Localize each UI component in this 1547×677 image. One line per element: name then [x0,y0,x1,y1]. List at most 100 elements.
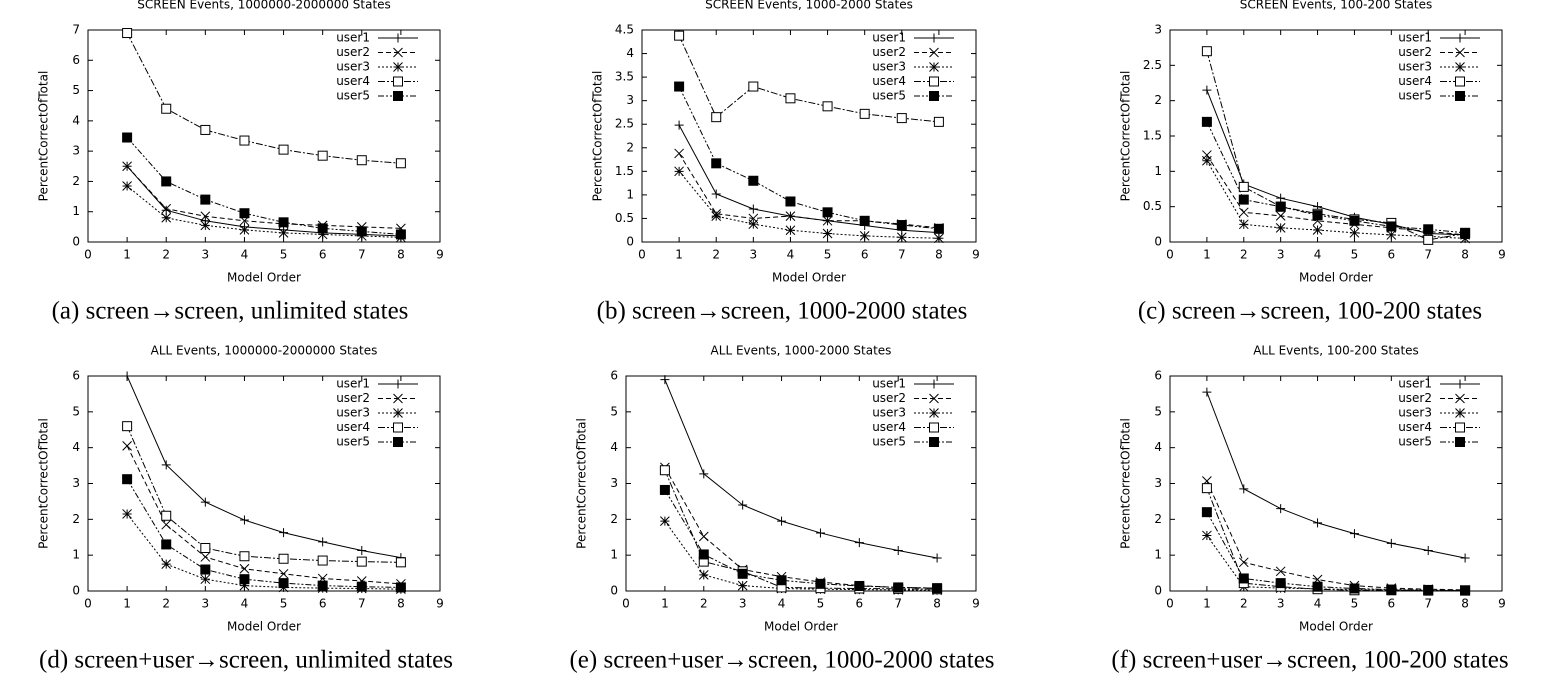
point [200,564,211,575]
legend-label: user1 [872,31,906,45]
point [279,528,289,538]
point [1238,194,1249,205]
point [934,233,944,244]
point [122,181,132,191]
x-tick-label: 2 [712,248,720,262]
legend-label: user2 [1398,45,1432,59]
point [122,161,132,172]
y-tick-label: 3 [72,476,80,490]
x-tick-label: 6 [1388,248,1396,262]
point [777,516,787,526]
legend-label: user5 [1398,435,1432,449]
point [1202,85,1212,95]
y-tick-label: 3.5 [615,70,634,84]
y-tick-label: 2 [72,512,80,526]
legend-marker [929,33,939,43]
point [859,215,870,226]
point [200,552,211,562]
x-tick-label: 2 [1240,597,1248,611]
point [122,441,132,451]
series-line [664,520,938,591]
point [1313,518,1323,528]
x-tick-label: 6 [861,248,869,262]
y-axis-label: PercentCorrectOfTotal [37,71,51,202]
point [317,229,328,240]
legend-label: user5 [336,435,370,449]
point [395,158,406,169]
y-tick-label: 3 [72,144,80,158]
point [1423,224,1434,235]
point [1201,116,1212,127]
point [239,580,250,591]
series-line [664,470,938,590]
caption: (c) screen→screen, 100-200 states [1138,298,1482,325]
legend-marker [393,62,403,72]
x-tick-label: 7 [358,597,366,611]
y-tick-label: 5 [1154,404,1162,418]
point [395,557,406,568]
series-line [678,35,939,123]
point [1312,581,1323,592]
x-tick-label: 6 [319,597,327,611]
x-tick-label: 1 [661,597,669,611]
y-tick-label: 3 [1154,23,1162,37]
point [1349,529,1359,539]
chart: 0 1 2 3 4 5 6 7 8 9 0 1 2 3 4 5 6 ALL Events, 1000-2000 S… [569,344,994,674]
point [1386,584,1397,595]
point [318,537,328,547]
point [395,229,406,240]
x-tick-label: 7 [1424,248,1432,262]
legend-marker [1455,393,1465,404]
point [711,112,722,123]
legend-marker [1455,437,1465,447]
legend-marker [929,47,939,58]
x-tick-label: 4 [241,597,249,611]
point [1386,538,1396,548]
point [122,132,133,143]
series-line [126,513,401,590]
point [122,421,133,432]
point [737,568,748,579]
legend-label: user1 [872,377,906,391]
legend-marker [1455,33,1465,43]
legend-label: user4 [1398,74,1432,88]
point [1460,585,1471,596]
y-tick-label: 2 [610,512,618,526]
x-tick-label: 7 [358,248,366,262]
chart-title: SCREEN Events, 1000000-2000000 States [137,0,391,12]
y-tick-label: 1.5 [1143,129,1162,143]
legend-marker [1455,379,1465,389]
legend-marker [1455,76,1465,87]
point [1423,584,1434,595]
series-line [126,425,401,563]
x-tick-label: 2 [700,597,708,611]
point [1349,215,1360,226]
point [1238,557,1249,568]
point [239,551,250,562]
series-line [664,489,938,589]
point [278,144,289,155]
x-tick-label: 4 [787,248,795,262]
y-tick-label: 5 [72,83,80,97]
point [1275,223,1286,233]
point [822,207,833,218]
y-tick-label: 2 [626,140,634,154]
x-tick-label: 8 [397,597,405,611]
y-axis-label: PercentCorrectOfTotal [1119,71,1133,202]
legend-marker [393,408,403,418]
x-tick-label: 4 [778,597,786,611]
legend-label: user2 [1398,391,1432,405]
point [278,228,289,238]
chart: 0 1 2 3 4 5 6 7 8 9 0 0.5 1 1.5 2 2.5 3 SCREEN Events, 10… [1119,0,1506,325]
point [200,194,211,205]
x-tick-label: 8 [935,248,943,262]
point [161,559,172,569]
point [1202,530,1212,541]
point [200,124,211,135]
legend-label: user1 [1398,31,1432,45]
series-line [1206,121,1466,234]
x-tick-label: 9 [972,248,980,262]
y-tick-label: 4 [72,440,80,454]
point [1238,181,1249,192]
point [356,556,367,567]
